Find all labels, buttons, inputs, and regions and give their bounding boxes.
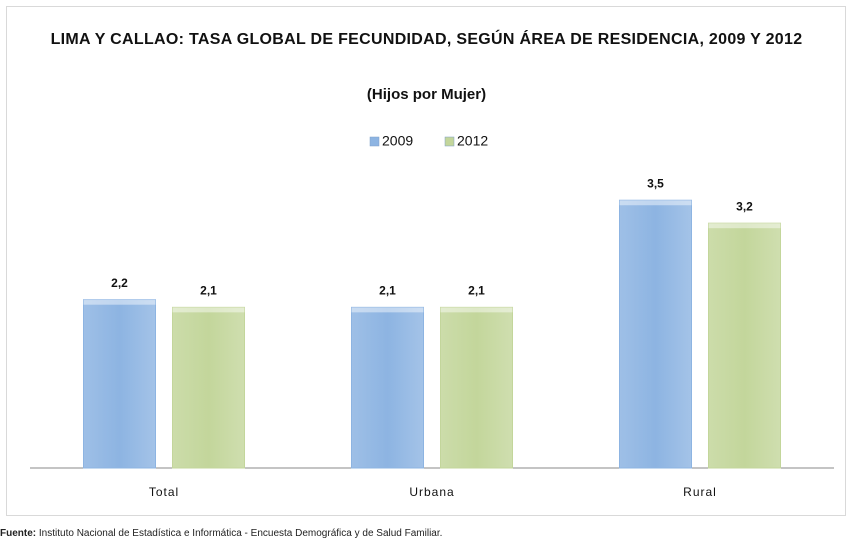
value-label: 2,2 [111, 276, 128, 290]
x-tick-label: Urbana [409, 485, 454, 499]
chart-title: LIMA Y CALLAO: TASA GLOBAL DE FECUNDIDAD… [50, 31, 803, 48]
bar-highlight [351, 307, 424, 313]
value-label: 2,1 [200, 284, 217, 298]
value-label: 3,5 [647, 176, 664, 190]
legend-swatch [444, 136, 455, 147]
chart: 2009 2012 Total 2,2 2,1 Urbana 2,1 2,1 Rural 3,5 3… [30, 133, 834, 499]
bar [172, 306, 245, 469]
legend-swatch [369, 136, 380, 147]
bar-highlight [708, 223, 781, 229]
bar [440, 306, 513, 469]
bar-highlight [440, 307, 513, 313]
chart-subtitle: (Hijos por Mujer) [366, 86, 487, 103]
bar-highlight [172, 307, 245, 313]
bar [619, 199, 692, 469]
value-label: 2,1 [379, 284, 396, 298]
bar [351, 306, 424, 469]
bar [83, 299, 156, 469]
value-label: 3,2 [736, 199, 753, 213]
value-label: 2,1 [468, 284, 485, 298]
source-label: Fuente: [0, 528, 37, 539]
source: Fuente: Instituto Nacional de Estadístic… [0, 528, 442, 539]
bar-highlight [83, 299, 156, 305]
legend-label: 2012 [457, 133, 488, 149]
source-text: Instituto Nacional de Estadística e Info… [38, 528, 443, 539]
legend-label: 2009 [382, 133, 413, 149]
x-tick-label: Rural [683, 485, 717, 499]
bar [708, 222, 781, 469]
x-tick-label: Total [149, 485, 179, 499]
chart-frame [6, 6, 846, 516]
bar-highlight [619, 200, 692, 206]
